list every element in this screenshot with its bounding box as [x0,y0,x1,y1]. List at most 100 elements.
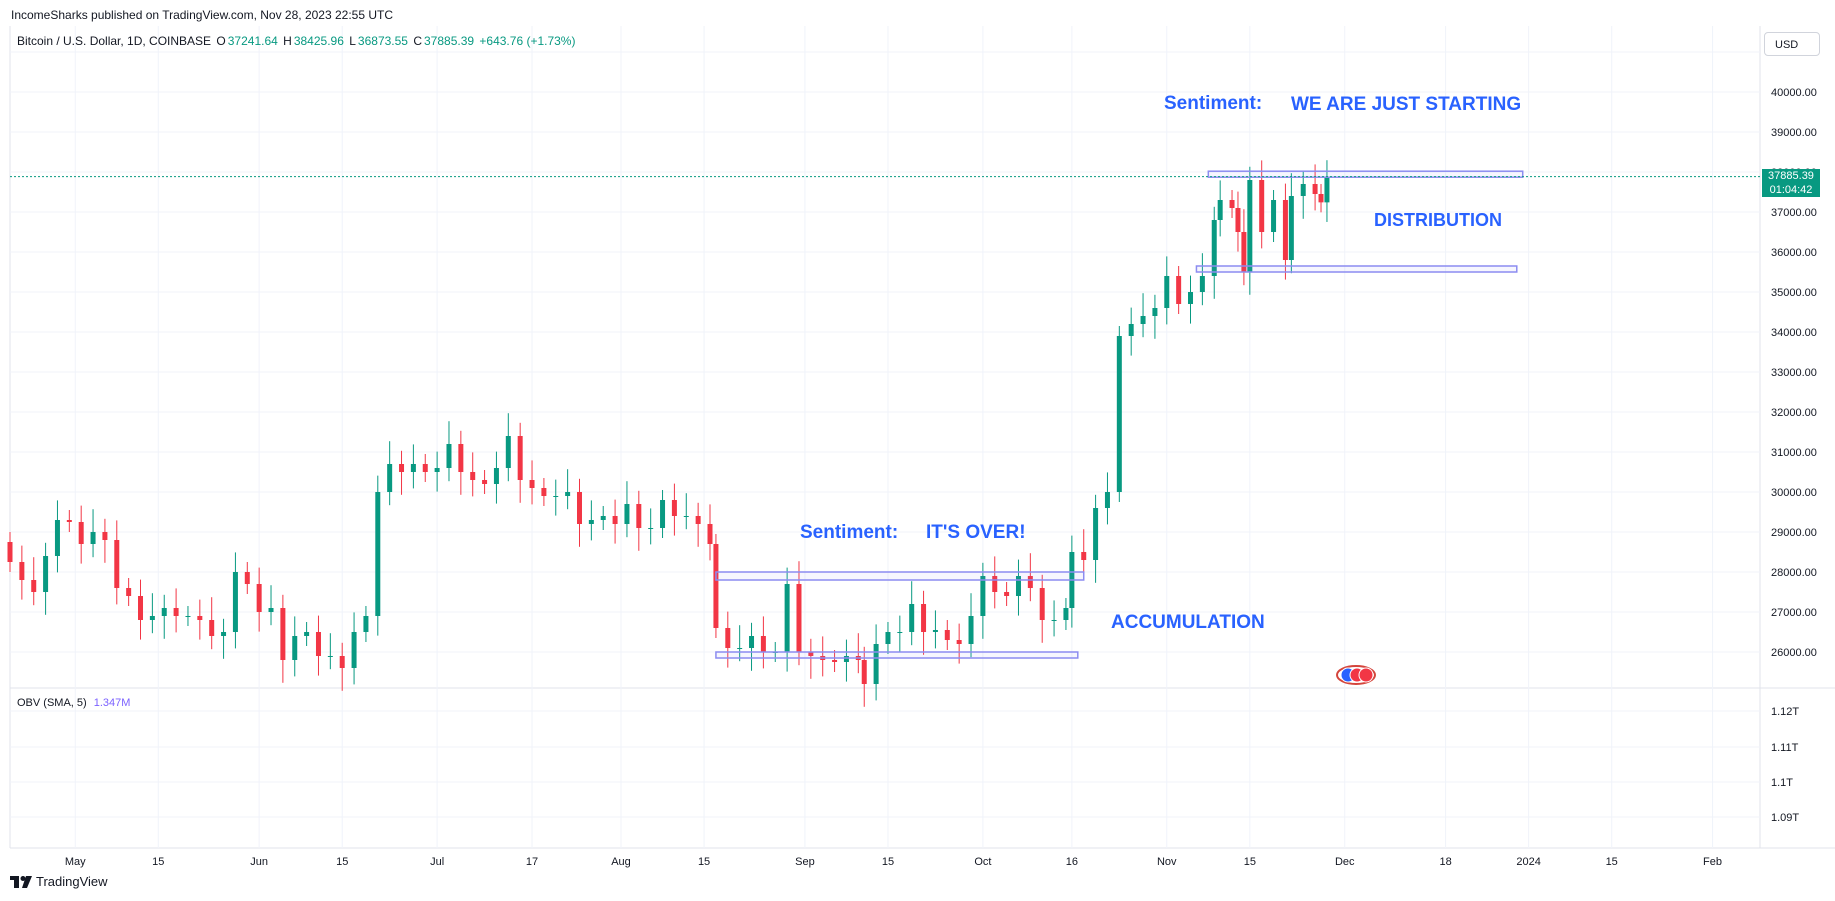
time-tick-label: 17 [526,856,538,868]
price-tick-label: 35000.00 [1771,287,1817,299]
obv-axis[interactable]: 1.12T 1.11T 1.1T 1.09T [1771,706,1799,824]
candle-body [932,630,938,632]
candle-body [576,492,582,524]
candle-body [541,488,547,496]
obv-label: OBV (SMA, 5) [17,697,87,709]
time-tick-label: 15 [698,856,710,868]
candle-body [256,584,262,612]
zone-rectangles [715,170,1524,659]
obv-tick-label: 1.12T [1771,706,1799,718]
candle-body [1140,316,1146,324]
high-label: H [283,34,292,48]
symbol-name[interactable]: Bitcoin / U.S. Dollar, 1D, COINBASE [17,34,212,48]
candle-body [992,576,998,592]
change-value: +643.76 (+1.73%) [479,34,576,48]
candle-body [1282,200,1288,260]
candle-body [1116,336,1122,492]
candle-body [1271,200,1277,232]
candle-body [138,596,144,620]
candle-body [909,604,915,632]
candle-body [683,516,689,517]
time-tick-label: 15 [336,856,348,868]
candle-body [268,608,274,612]
candle-body [1199,276,1205,292]
flag-icon[interactable] [1336,665,1376,685]
tradingview-logo[interactable]: TradingView [10,874,108,889]
price-tick-label: 28000.00 [1771,567,1817,579]
candle-body [102,532,108,540]
zone-rectangle [1195,265,1518,273]
candle-body [671,500,677,516]
candle-body [1247,180,1253,272]
price-tick-label: 32000.00 [1771,407,1817,419]
candle-body [410,464,416,472]
candle-body [529,480,535,488]
price-tick-label: 36000.00 [1771,247,1817,259]
candle-body [873,644,879,684]
candle-body [885,632,891,644]
obv-legend[interactable]: OBV (SMA, 5) 1.347M [17,697,130,709]
candle-body [221,632,227,636]
candle-body [1104,492,1110,508]
candle-body [315,632,321,656]
close-label: C [413,34,422,48]
candle-body [648,528,654,529]
candle-body [209,620,215,636]
candle-body [1152,308,1158,316]
candle-body [1015,576,1021,596]
candle-body [565,492,571,496]
annotation-sentiment-top: WE ARE JUST STARTING [1291,94,1521,115]
price-tick-label: 27000.00 [1771,607,1817,619]
open-value: 37241.64 [227,34,278,48]
candle-body [1300,184,1306,196]
price-axis[interactable]: 41000.0040000.0039000.0038000.0037000.00… [1771,47,1817,659]
time-tick-label: Feb [1703,856,1722,868]
candle-body [1128,324,1134,336]
time-tick-label: 15 [152,856,164,868]
candle-body [1093,508,1099,560]
candle-body [1063,608,1069,620]
candle-body [399,464,405,472]
price-tick-label: 31000.00 [1771,447,1817,459]
price-tick-label: 33000.00 [1771,367,1817,379]
candle-body [458,444,464,472]
candle-body [1217,200,1223,220]
candle-body [713,544,719,628]
candle-body [470,472,476,480]
time-tick-label: Nov [1157,856,1177,868]
candle-body [1288,196,1294,260]
time-tick-label: 15 [882,856,894,868]
brand-name: TradingView [36,874,108,889]
candle-body [1235,208,1241,232]
candle-body [375,492,381,616]
candle-body [197,616,203,620]
price-tick-label: 37000.00 [1771,207,1817,219]
candle-body [784,584,790,652]
low-value: 36873.55 [357,34,408,48]
candle-body [600,516,606,520]
candle-body [161,608,167,616]
obv-tick-label: 1.1T [1771,777,1793,789]
price-tick-label: 30000.00 [1771,487,1817,499]
annotation-sentiment-mid: IT'S OVER! [926,522,1026,543]
candle-body [861,660,867,684]
zone-rectangle [1207,170,1524,178]
symbol-legend[interactable]: Bitcoin / U.S. Dollar, 1D, COINBASE O 372… [17,34,577,48]
currency-button[interactable]: USD [1764,32,1820,56]
price-tick-label: 40000.00 [1771,87,1817,99]
candle-body [897,632,903,633]
candle-body [760,636,766,652]
candle-body [422,464,428,472]
time-axis[interactable]: May 15 Jun 15 Jul 17 Aug 15 Sep 15 Oct 16 Nov 15 Dec 18… [65,856,1722,868]
time-tick-label: Jul [430,856,444,868]
candle-body [78,522,84,544]
candle-body [482,480,488,484]
time-tick-label: Sep [795,856,815,868]
candle-body [19,562,25,580]
candle-body [31,580,37,592]
obv-value: 1.347M [93,697,131,709]
annotation-distribution: DISTRIBUTION [1374,210,1502,230]
candle-body [1229,200,1235,208]
candle-body [707,524,713,544]
